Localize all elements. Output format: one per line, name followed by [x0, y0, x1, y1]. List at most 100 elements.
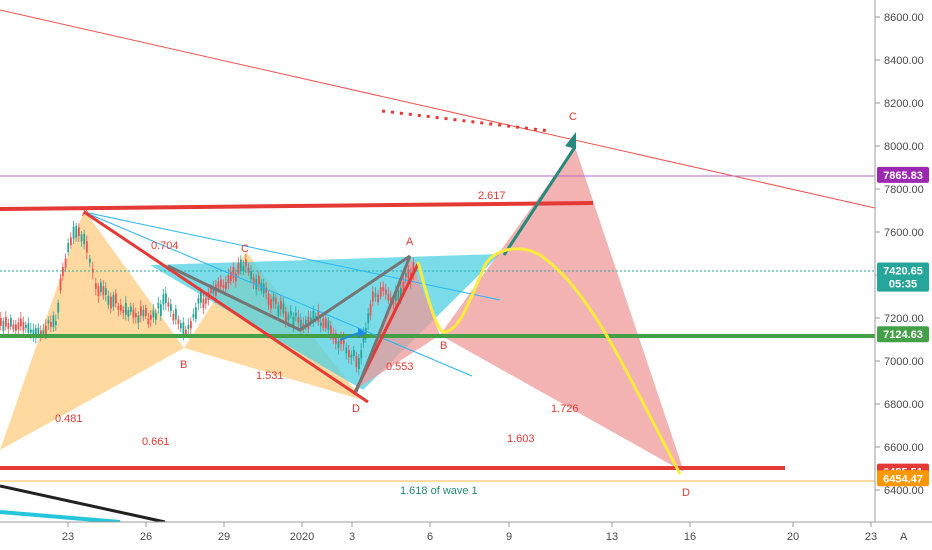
- candle-body: [265, 287, 268, 293]
- label-D1: D: [352, 403, 360, 415]
- candle-body: [222, 284, 225, 289]
- candle-body: [358, 357, 360, 369]
- time-tick-label: 3: [349, 531, 355, 543]
- candle-body: [165, 293, 167, 304]
- label-A1: A: [82, 207, 90, 219]
- candle-body: [115, 293, 117, 304]
- ratio-0481: 0.481: [55, 413, 83, 425]
- long-trendline[interactable]: [0, 9, 876, 209]
- resistance-line[interactable]: [0, 201, 594, 211]
- candle-body: [150, 315, 152, 320]
- candle-body: [372, 291, 374, 302]
- price-tag-box[interactable]: [877, 326, 929, 343]
- auto-scale-button[interactable]: A: [900, 531, 908, 543]
- label-B2: B: [440, 340, 447, 352]
- time-axis-ticks: 23 26 29 2020 3 6 9 13 16 20 23: [62, 522, 877, 543]
- price-tag-box[interactable]: [877, 262, 929, 279]
- candle-body: [152, 310, 155, 318]
- price-tag-box[interactable]: [877, 275, 929, 292]
- candle-body: [225, 281, 227, 289]
- candle-body: [190, 321, 192, 329]
- candle-body: [182, 322, 185, 335]
- candle-body: [50, 321, 52, 327]
- candle-body: [155, 313, 157, 320]
- candle-body: [277, 305, 280, 316]
- candle-body: [20, 318, 22, 327]
- label-A2: A: [406, 236, 414, 248]
- candle-body: [210, 287, 212, 293]
- candle-body: [15, 324, 17, 331]
- price-tag-label: 7124.63: [883, 329, 923, 341]
- price-tick-label: 8400.00: [884, 55, 924, 67]
- candle-body: [25, 324, 27, 328]
- price-tag-label: 7865.83: [883, 170, 923, 182]
- candle-body: [78, 227, 80, 237]
- price-tick-label: 7000.00: [884, 356, 924, 368]
- candle-body: [240, 259, 242, 271]
- candle-body: [42, 330, 45, 335]
- candle-body: [412, 261, 415, 274]
- blue-arrow[interactable]: [339, 332, 359, 341]
- candle-body: [369, 304, 372, 317]
- candle-body: [89, 258, 91, 263]
- candle-body: [235, 273, 237, 282]
- candle-body: [197, 298, 200, 304]
- price-tick-label: 8000.00: [884, 141, 924, 153]
- candle-body: [59, 278, 62, 291]
- candle-body: [147, 318, 150, 325]
- candle-body: [64, 258, 67, 268]
- cyan-trendline-2[interactable]: [83, 211, 501, 301]
- gray-legs[interactable]: [167, 254, 411, 332]
- cyan-bottom-line[interactable]: [0, 510, 121, 524]
- candle-body: [397, 290, 400, 301]
- candle-body: [107, 296, 110, 305]
- candle-body: [45, 325, 47, 336]
- candle-body: [348, 350, 350, 358]
- candle-body: [305, 319, 307, 325]
- candle-body: [379, 287, 382, 297]
- candle-body: [290, 311, 292, 316]
- candle-body: [127, 310, 130, 317]
- gray-leg-drop[interactable]: [354, 255, 412, 393]
- ratio-2617: 2.617: [478, 190, 506, 202]
- candle-body: [287, 315, 290, 321]
- price-tick-label: 8600.00: [884, 12, 924, 24]
- candle-body: [275, 297, 277, 304]
- pink-pattern-large: [440, 147, 684, 472]
- time-tick-label: 23: [865, 531, 877, 543]
- price-tick-label: 7800.00: [884, 184, 924, 196]
- time-tick-label: 20: [787, 531, 799, 543]
- candle-body: [27, 323, 30, 333]
- candle-body: [377, 294, 379, 303]
- candle-body: [282, 303, 285, 314]
- red-leg-down[interactable]: [83, 210, 369, 404]
- dotted-target-line[interactable]: [381, 109, 551, 133]
- projected-path[interactable]: [416, 247, 682, 475]
- candle-body: [227, 275, 230, 284]
- cyan-trendline-1[interactable]: [83, 211, 473, 377]
- candle-body: [195, 307, 197, 319]
- candle-body: [320, 322, 322, 326]
- candle-body: [157, 302, 160, 309]
- candle-body: [162, 294, 165, 305]
- candle-body: [295, 312, 297, 317]
- candle-body: [300, 319, 302, 328]
- time-axis[interactable]: [0, 522, 932, 550]
- candle-body: [367, 312, 370, 324]
- candle-body: [97, 286, 100, 297]
- candle-body: [270, 299, 272, 309]
- candle-body: [10, 317, 12, 327]
- candle-body: [337, 340, 340, 348]
- candle-body: [400, 287, 402, 299]
- price-tag-box[interactable]: [877, 470, 929, 487]
- candle-body: [360, 350, 363, 359]
- candle-body: [310, 317, 312, 321]
- candle-body: [125, 302, 127, 315]
- price-tag-box[interactable]: [877, 166, 929, 183]
- green-arrow-head: [565, 132, 576, 149]
- candle-body: [180, 323, 182, 329]
- black-line[interactable]: [0, 484, 166, 524]
- green-arrow[interactable]: [502, 146, 577, 256]
